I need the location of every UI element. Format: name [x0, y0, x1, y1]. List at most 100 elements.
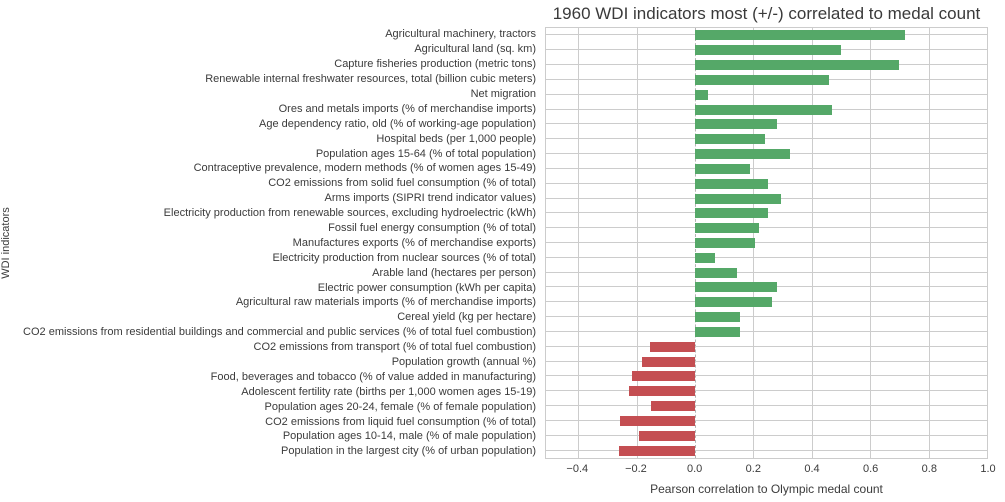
bar-row [546, 265, 987, 280]
bar-row [546, 161, 987, 176]
bar-row [546, 147, 987, 162]
bar-row [546, 250, 987, 265]
positive-bar [694, 134, 766, 145]
bar-row [546, 369, 987, 384]
category-label: Contraceptive prevalence, modern methods… [193, 162, 536, 175]
bar-row [546, 414, 987, 429]
bar-row [546, 28, 987, 43]
category-label: Food, beverages and tobacco (% of value … [210, 370, 536, 383]
x-axis-label: Pearson correlation to Olympic medal cou… [650, 482, 883, 496]
category-label: Electricity production from nuclear sour… [272, 251, 537, 264]
bar-row [546, 325, 987, 340]
horizontal-gridline [546, 93, 987, 95]
horizontal-gridline [546, 256, 987, 258]
category-label: Hospital beds (per 1,000 people) [376, 132, 536, 145]
negative-bar [620, 415, 695, 426]
bar-row [546, 191, 987, 206]
bar-row [546, 236, 987, 251]
negative-bar [629, 386, 695, 397]
category-label: Manufactures exports (% of merchandise e… [292, 236, 536, 249]
x-tick-label: 1.0 [980, 463, 996, 475]
bar-row [546, 339, 987, 354]
vertical-gridline [928, 28, 930, 458]
category-label: Population in the largest city (% of urb… [281, 445, 536, 458]
plot-area [545, 27, 988, 459]
bar-rows [546, 28, 987, 458]
horizontal-gridline [546, 316, 987, 318]
positive-bar [694, 45, 841, 56]
bar-row [546, 43, 987, 58]
vertical-gridline [811, 28, 813, 458]
negative-bar [649, 341, 695, 352]
category-label: Population growth (annual %) [391, 356, 536, 369]
horizontal-gridline [546, 390, 987, 392]
positive-bar [694, 193, 782, 204]
vertical-gridline [578, 28, 580, 458]
bar-row [546, 206, 987, 221]
category-label: Population ages 10-14, male (% of male p… [282, 430, 536, 443]
x-tick-label: 0.2 [745, 463, 761, 475]
category-label: CO2 emissions from solid fuel consumptio… [268, 177, 536, 190]
positive-bar [694, 149, 790, 160]
positive-bar [694, 60, 900, 71]
category-label: Adolescent fertility rate (births per 1,… [241, 385, 536, 398]
category-label: Renewable internal freshwater resources,… [205, 73, 536, 86]
positive-bar [694, 104, 833, 115]
horizontal-gridline [546, 330, 987, 332]
category-label: Agricultural land (sq. km) [414, 43, 536, 56]
positive-bar [694, 89, 709, 100]
bar-row [546, 310, 987, 325]
positive-bar [694, 178, 768, 189]
horizontal-gridline [546, 167, 987, 169]
category-label: Capture fisheries production (metric ton… [334, 58, 536, 71]
x-tick-label: 0.0 [686, 463, 703, 475]
negative-bar [642, 356, 695, 367]
horizontal-gridline [546, 227, 987, 229]
category-label: CO2 emissions from liquid fuel consumpti… [265, 415, 536, 428]
category-label: Ores and metals imports (% of merchandis… [278, 102, 536, 115]
horizontal-gridline [546, 449, 987, 451]
category-label: CO2 emissions from transport (% of total… [253, 341, 536, 354]
bar-row [546, 117, 987, 132]
bar-row [546, 87, 987, 102]
category-label: CO2 emissions from residential buildings… [23, 326, 536, 339]
category-label: Cereal yield (kg per hectare) [397, 311, 536, 324]
positive-bar [694, 252, 716, 263]
horizontal-gridline [546, 345, 987, 347]
category-label: Population ages 20-24, female (% of fema… [264, 400, 536, 413]
category-label: Age dependency ratio, old (% of working-… [258, 117, 536, 130]
positive-bar [694, 163, 751, 174]
category-label: Agricultural machinery, tractors [385, 28, 536, 41]
category-label: Population ages 15-64 (% of total popula… [315, 147, 536, 160]
vertical-gridline [987, 28, 988, 458]
x-tick-label: −0.4 [566, 463, 589, 475]
x-tick-label: 0.6 [862, 463, 879, 475]
category-label: Agricultural raw materials imports (% of… [235, 296, 536, 309]
bar-row [546, 295, 987, 310]
category-label: Arable land (hectares per person) [372, 266, 536, 279]
bar-row [546, 221, 987, 236]
positive-bar [694, 238, 755, 248]
bar-row [546, 280, 987, 295]
vertical-gridline [870, 28, 872, 458]
horizontal-gridline [546, 419, 987, 421]
negative-bar [632, 371, 695, 382]
positive-bar [694, 282, 777, 293]
x-tick-label: 0.8 [921, 463, 937, 475]
horizontal-gridline [546, 271, 987, 273]
positive-bar [694, 119, 777, 130]
category-labels: Agricultural machinery, tractors Agricult… [0, 27, 541, 459]
positive-bar [694, 74, 830, 85]
positive-bar [694, 326, 741, 337]
bar-row [546, 58, 987, 73]
category-label: Net migration [470, 88, 536, 100]
positive-bar [694, 312, 741, 323]
bar-row [546, 102, 987, 117]
bar-row [546, 443, 987, 458]
vertical-gridline [636, 28, 638, 458]
category-label: Fossil fuel energy consumption (% of tot… [328, 222, 536, 235]
category-label: Electricity production from renewable so… [163, 207, 536, 220]
horizontal-gridline [546, 138, 987, 140]
negative-bar [639, 430, 695, 441]
bar-row [546, 354, 987, 369]
